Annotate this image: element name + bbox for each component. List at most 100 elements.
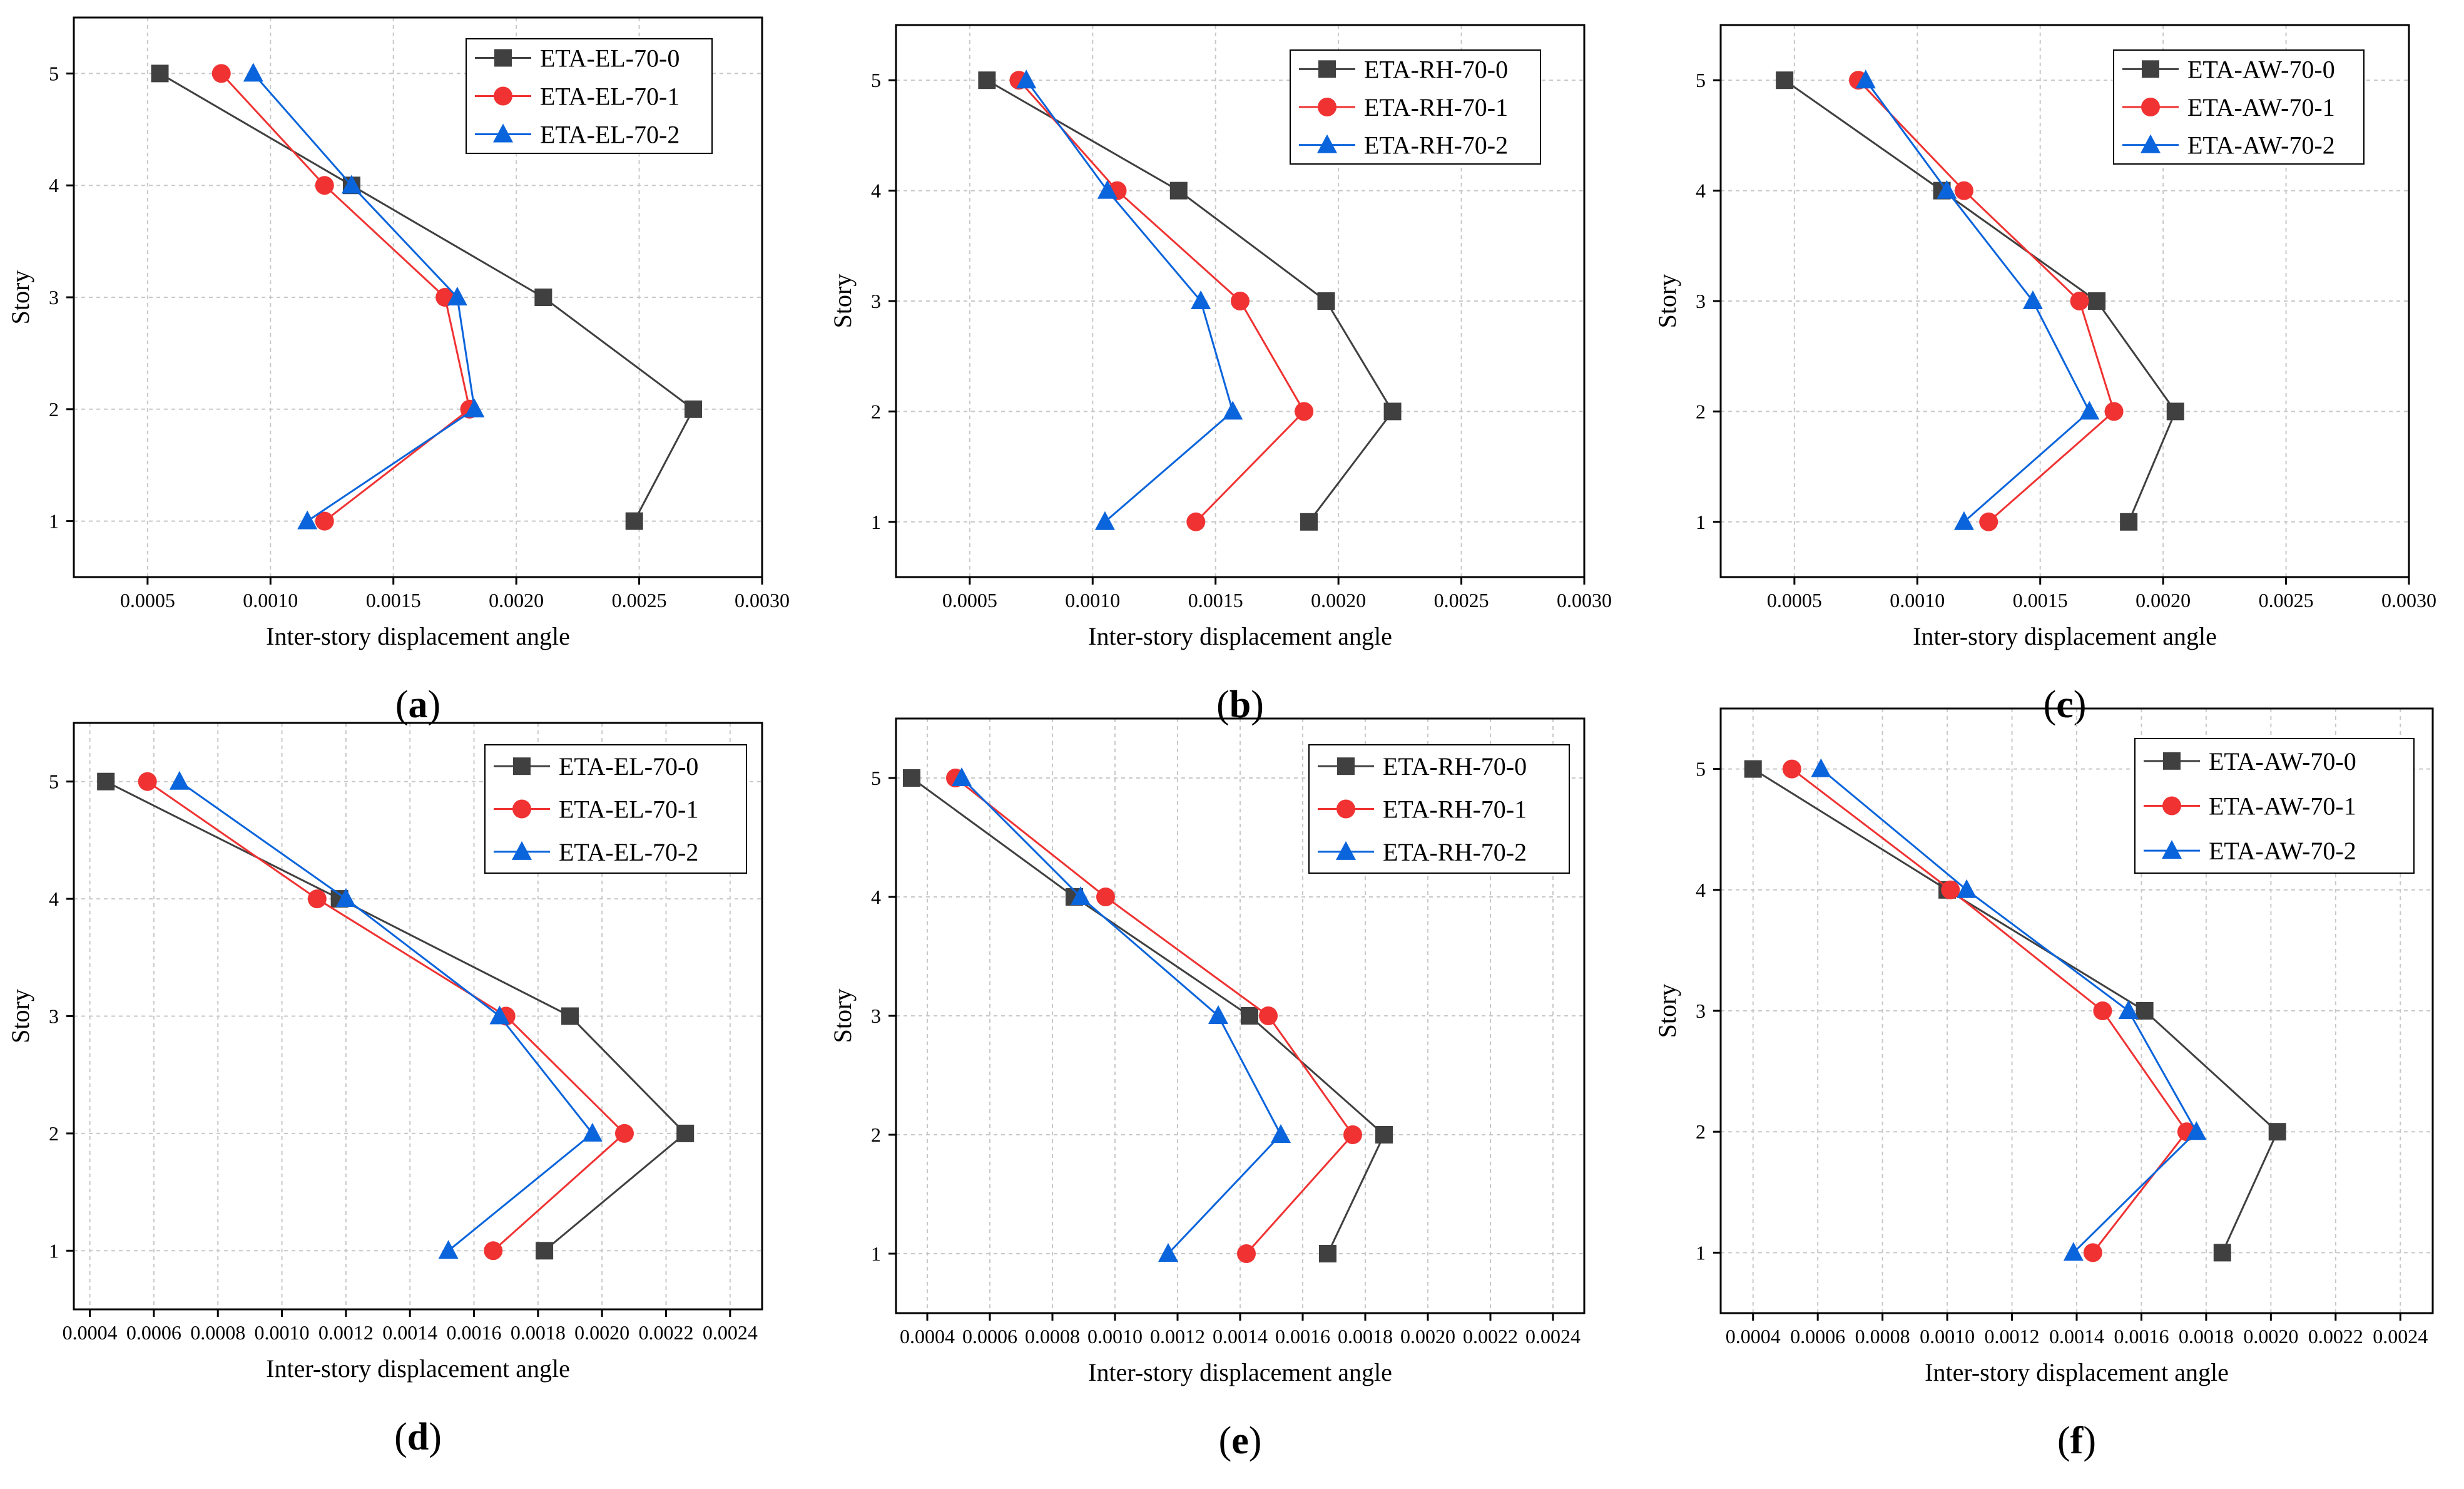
data-point	[1811, 758, 1831, 777]
legend-label: ETA-AW-70-0	[2209, 747, 2356, 775]
x-tick-label: 0.0016	[1275, 1325, 1330, 1348]
data-point	[243, 63, 263, 82]
panel-d: 0.0004 0.0006 0.0008 0.0010 0.0012 0.0014 0.00…	[6, 722, 763, 1458]
y-tick-label: 2	[49, 1122, 59, 1145]
y-axis-title: Story	[1653, 984, 1681, 1038]
legend-marker	[494, 49, 512, 67]
data-point	[1937, 180, 1957, 199]
x-axis-title: Inter-story displacement angle	[266, 622, 570, 650]
data-point	[1300, 513, 1318, 531]
data-point	[2268, 1123, 2286, 1141]
data-point	[307, 889, 327, 909]
data-point	[978, 71, 996, 90]
x-tick-label: 0.0015	[2013, 589, 2068, 611]
y-tick-label: 3	[1696, 290, 1706, 312]
x-tick-label: 0.0018	[511, 1321, 566, 1344]
data-point	[2186, 1121, 2207, 1140]
x-tick-label: 0.0010	[1920, 1325, 1975, 1348]
series-ETA-AW-70-2	[1811, 758, 2207, 1261]
y-tick-label: 5	[1696, 69, 1706, 91]
x-tick-label: 0.0004	[900, 1325, 955, 1348]
x-tick-label: 0.0030	[735, 589, 790, 611]
data-point	[1343, 1125, 1362, 1144]
data-point	[1941, 880, 1960, 899]
x-tick-label: 0.0030	[1557, 589, 1612, 611]
data-point	[1241, 1007, 1258, 1025]
x-tick-label: 0.0012	[318, 1321, 374, 1344]
x-tick-label: 0.0006	[1790, 1325, 1845, 1348]
x-tick-label: 0.0005	[942, 589, 997, 611]
data-point	[484, 1241, 503, 1261]
y-tick-label: 3	[871, 1005, 881, 1027]
x-tick-label: 0.0012	[1150, 1325, 1205, 1348]
data-point	[438, 1240, 459, 1259]
data-point	[2083, 1243, 2102, 1262]
data-point	[489, 1005, 510, 1025]
data-point	[1237, 1244, 1256, 1263]
data-point	[2079, 401, 2100, 420]
data-point	[534, 289, 552, 306]
x-tick-label: 0.0020	[1400, 1325, 1455, 1348]
panel-b: 0.0005 0.0010 0.0015 0.0020 0.0025 0.0030 1 2 3 4…	[828, 24, 1612, 726]
data-point	[561, 1007, 579, 1025]
data-point	[97, 772, 115, 791]
legend-marker	[513, 757, 531, 775]
legend-marker	[494, 86, 512, 106]
x-axis-title: Inter-story displacement angle	[1088, 1358, 1392, 1386]
x-tick-label: 0.0024	[703, 1321, 758, 1344]
y-tick-label: 5	[49, 770, 59, 793]
legend-label: ETA-AW-70-2	[2209, 837, 2356, 865]
panel-a: 0.0005 0.0010 0.0015 0.0020 0.0025 0.0030 1 2 3 4…	[6, 16, 790, 726]
legend-label: ETA-RH-70-0	[1364, 55, 1508, 83]
x-tick-label: 0.0020	[574, 1321, 629, 1344]
panel-caption: (f)	[2057, 1420, 2096, 1462]
data-point	[2120, 513, 2138, 531]
legend-label: ETA-EL-70-1	[540, 83, 680, 111]
data-point	[335, 888, 356, 908]
legend-label: ETA-EL-70-0	[540, 44, 680, 73]
data-point	[315, 511, 334, 531]
y-axis-title: Story	[6, 989, 34, 1043]
x-tick-label: 0.0024	[1525, 1325, 1581, 1348]
x-tick-label: 0.0030	[2381, 589, 2436, 611]
x-tick-label: 0.0015	[1188, 589, 1243, 611]
panel-caption: (e)	[1219, 1420, 1262, 1462]
legend-label: ETA-AW-70-0	[2187, 55, 2335, 83]
y-tick-label: 4	[49, 174, 59, 197]
data-point	[2070, 292, 2089, 310]
panel-caption: (c)	[2044, 683, 2087, 726]
x-tick-label: 0.0014	[2049, 1325, 2104, 1348]
y-tick-label: 2	[1696, 400, 1706, 422]
data-point	[2022, 290, 2043, 309]
data-point	[1271, 1124, 1291, 1143]
legend-marker	[2162, 840, 2182, 859]
legend: ETA-RH-70-0 ETA-RH-70-1 ETA-RH-70-2	[1308, 744, 1570, 874]
legend-label: ETA-RH-70-2	[1383, 838, 1527, 866]
data-point	[2088, 292, 2106, 310]
legend-marker	[512, 799, 531, 819]
legend-label: ETA-RH-70-1	[1364, 93, 1508, 121]
x-tick-label: 0.0014	[1213, 1325, 1268, 1348]
legend-marker	[1336, 799, 1355, 819]
data-point	[1375, 1126, 1393, 1144]
legend-label: ETA-RH-70-1	[1383, 796, 1527, 824]
legend: ETA-RH-70-0 ETA-RH-70-1 ETA-RH-70-2	[1290, 49, 1541, 165]
series-ETA-AW-70-0	[1776, 71, 2184, 531]
legend-label: ETA-RH-70-0	[1383, 752, 1527, 780]
data-point	[341, 175, 362, 194]
x-tick-label: 0.0024	[2373, 1325, 2428, 1348]
series-ETA-RH-70-0	[978, 71, 1402, 531]
data-point	[903, 769, 920, 787]
x-tick-label: 0.0010	[1087, 1325, 1143, 1348]
x-tick-label: 0.0008	[1025, 1325, 1080, 1348]
panel-caption: (d)	[394, 1416, 442, 1458]
x-axis-title: Inter-story displacement angle	[266, 1354, 570, 1383]
data-point	[1383, 402, 1402, 421]
legend-label: ETA-EL-70-0	[559, 752, 698, 780]
panel-f: 0.0004 0.0006 0.0008 0.0010 0.0012 0.0014 0.00…	[1653, 707, 2434, 1462]
x-tick-label: 0.0010	[1065, 589, 1120, 611]
x-tick-label: 0.0004	[63, 1321, 118, 1344]
data-point	[1979, 512, 1998, 531]
data-point	[1208, 1005, 1228, 1024]
x-tick-label: 0.0010	[1890, 589, 1945, 611]
